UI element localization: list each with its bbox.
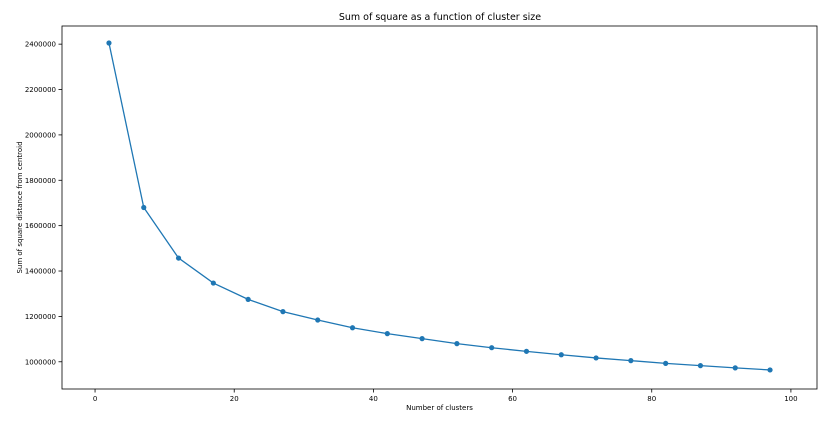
y-tick-label: 1400000 [25, 268, 56, 276]
data-point [558, 352, 564, 358]
x-axis: 0 20 40 60 80 100 [93, 389, 798, 403]
chart-title: Sum of square as a function of cluster s… [339, 12, 541, 23]
data-point [106, 40, 112, 46]
y-tick-label: 2200000 [25, 86, 56, 94]
data-point [489, 345, 495, 351]
data-point [523, 348, 530, 354]
x-tick-label: 60 [508, 395, 517, 403]
data-point [315, 317, 321, 323]
series-line [108, 42, 771, 371]
y-tick-label: 1000000 [25, 358, 56, 366]
data-point [663, 360, 669, 366]
data-point [628, 358, 634, 364]
y-tick-label: 1600000 [25, 222, 56, 230]
y-axis-label: Sum of square distance from centroid [16, 141, 24, 273]
x-tick-label: 20 [230, 395, 239, 403]
x-tick-label: 0 [93, 395, 97, 403]
data-point [593, 355, 599, 361]
x-tick-label: 40 [369, 395, 378, 403]
data-point [141, 204, 147, 211]
data-point [349, 325, 356, 331]
data-point [245, 296, 251, 302]
y-tick-label: 2400000 [25, 41, 56, 49]
series-line-group [106, 40, 773, 373]
y-axis: 1000000 1200000 1400000 1600000 1800000 20000… [25, 41, 62, 366]
y-tick-label: 1800000 [25, 177, 56, 185]
data-point [175, 255, 182, 261]
plot-area-frame [61, 25, 818, 390]
data-point [280, 309, 286, 315]
data-point [384, 331, 390, 337]
data-point [454, 341, 460, 347]
data-point [419, 336, 425, 342]
data-point [767, 367, 773, 373]
x-tick-label: 100 [784, 395, 797, 403]
x-axis-label: Number of clusters [406, 404, 473, 412]
data-point [697, 363, 704, 369]
y-tick-label: 1200000 [25, 313, 56, 321]
x-tick-label: 80 [647, 395, 656, 403]
data-point [732, 365, 738, 371]
y-tick-label: 2000000 [25, 131, 56, 139]
data-point [210, 280, 216, 286]
